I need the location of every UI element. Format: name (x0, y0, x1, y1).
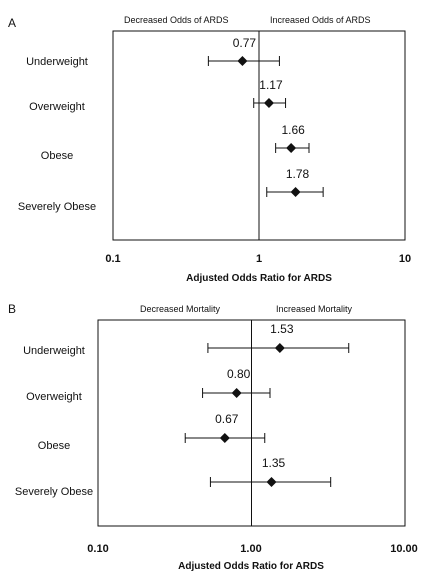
panel-b-point-marker (231, 388, 242, 398)
panel-b-value-label: 1.53 (270, 322, 294, 336)
panel-a-value-label: 0.77 (233, 36, 257, 50)
panel-b-data-marks: 1.53 0.80 0.67 1.35 (184, 322, 350, 487)
panel-b-x-tick-label: 1.00 (240, 543, 261, 555)
panel-a-point-marker (263, 98, 274, 108)
panel-b-row-label-obese: Obese (38, 440, 70, 452)
panel-a-point-marker (286, 143, 297, 153)
panel-a-x-tick-label: 10 (399, 253, 411, 265)
panel-b-x-tick-label: 0.10 (87, 543, 108, 555)
panel-a-row-label-overweight: Overweight (29, 101, 85, 113)
panel-b-value-label: 0.80 (227, 367, 251, 381)
panel-b-value-label: 0.67 (215, 412, 239, 426)
panel-a-x-tick-label: 0.1 (105, 253, 120, 265)
panel-a-left-side-label: Decreased Odds of ARDS (124, 15, 229, 25)
panel-b-value-label: 1.35 (262, 456, 286, 470)
panel-b-point-marker (274, 343, 285, 353)
panel-a-row-label-severely-obese: Severely Obese (18, 201, 96, 213)
panel-a-data-marks: 0.77 1.17 1.66 1.78 (207, 36, 324, 197)
panel-b: B Decreased Mortality Increased Mortalit… (8, 302, 418, 572)
panel-a-letter: A (8, 16, 16, 30)
panel-a-row-label-underweight: Underweight (26, 56, 88, 68)
panel-b-row-label-underweight: Underweight (23, 345, 85, 357)
panel-b-x-axis-title: Adjusted Odds Ratio for ARDS (178, 561, 324, 572)
panel-b-letter: B (8, 302, 16, 316)
panel-b-left-side-label: Decreased Mortality (140, 304, 221, 314)
panel-a-row-label-obese: Obese (41, 150, 73, 162)
panel-a-point-marker (290, 187, 301, 197)
panel-b-point-marker (219, 433, 230, 443)
panel-a: A Decreased Odds of ARDS Increased Odds … (8, 15, 411, 284)
panel-b-row-label-overweight: Overweight (26, 391, 82, 403)
panel-b-point-marker (266, 477, 277, 487)
panel-a-value-label: 1.66 (281, 123, 305, 137)
panel-b-right-side-label: Increased Mortality (276, 304, 353, 314)
panel-a-right-side-label: Increased Odds of ARDS (270, 15, 371, 25)
panel-b-row-label-severely-obese: Severely Obese (15, 486, 93, 498)
panel-b-x-tick-label: 10.00 (390, 543, 418, 555)
panel-a-value-label: 1.17 (259, 78, 283, 92)
panel-a-point-marker (237, 56, 248, 66)
panel-a-x-axis-title: Adjusted Odds Ratio for ARDS (186, 273, 332, 284)
panel-a-x-tick-label: 1 (256, 253, 262, 265)
panel-a-value-label: 1.78 (286, 167, 310, 181)
